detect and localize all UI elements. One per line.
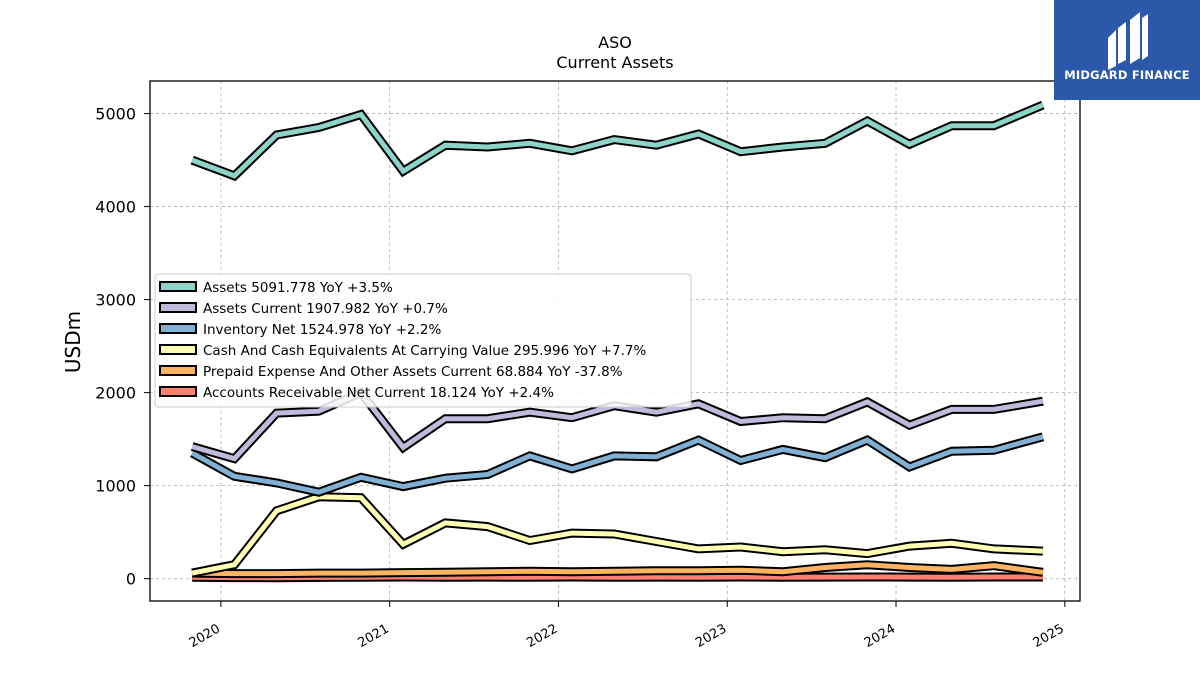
series-0 [190, 100, 1045, 182]
y-tick-label: 1000 [95, 477, 136, 496]
series-3 [191, 492, 1044, 578]
chart-title: ASO [598, 33, 632, 52]
x-tick-label: 2022 [524, 621, 560, 651]
y-tick-label: 3000 [95, 291, 136, 310]
legend-swatch [159, 365, 197, 376]
legend-swatch [159, 386, 197, 397]
y-tick-label: 4000 [95, 198, 136, 217]
legend-label: Cash And Cash Equivalents At Carrying Va… [203, 343, 647, 359]
x-tick-label: 2021 [356, 621, 392, 651]
legend-label: Prepaid Expense And Other Assets Current… [203, 364, 623, 380]
x-tick-label: 2025 [1031, 621, 1067, 651]
legend-box [154, 273, 692, 408]
series-line [191, 102, 1044, 179]
series-4 [192, 560, 1044, 579]
y-tick-label: 2000 [95, 384, 136, 403]
legend-swatch [159, 344, 197, 355]
x-tick-label: 2024 [862, 621, 898, 651]
legend-swatch [159, 281, 197, 292]
legend-label: Assets 5091.778 YoY +3.5% [203, 280, 393, 296]
legend-swatch [159, 302, 197, 313]
legend-label: Accounts Receivable Net Current 18.124 Y… [203, 385, 554, 401]
legend-label: Inventory Net 1524.978 YoY +2.2% [203, 322, 441, 338]
legend-label: Assets Current 1907.982 YoY +0.7% [203, 301, 448, 317]
x-tick-label: 2020 [187, 621, 223, 651]
plot-frame [149, 80, 1081, 602]
y-tick-label: 5000 [95, 105, 136, 124]
y-axis-label: USDm [61, 311, 85, 373]
midgard-finance-logo: MIDGARD FINANCE [1054, 0, 1200, 100]
series-2 [190, 432, 1045, 497]
logo-text: MIDGARD FINANCE [1064, 68, 1190, 82]
legend: Assets 5091.778 YoY +3.5% Assets Current … [154, 273, 692, 408]
x-tick-label: 2023 [693, 621, 729, 651]
logo-mark-icon [1108, 12, 1148, 70]
chart-subtitle: Current Assets [556, 53, 673, 72]
series-line [191, 494, 1044, 576]
series-line [190, 434, 1044, 495]
legend-swatch [159, 323, 197, 334]
logo-background [1054, 0, 1200, 100]
y-tick-label: 0 [126, 570, 136, 589]
